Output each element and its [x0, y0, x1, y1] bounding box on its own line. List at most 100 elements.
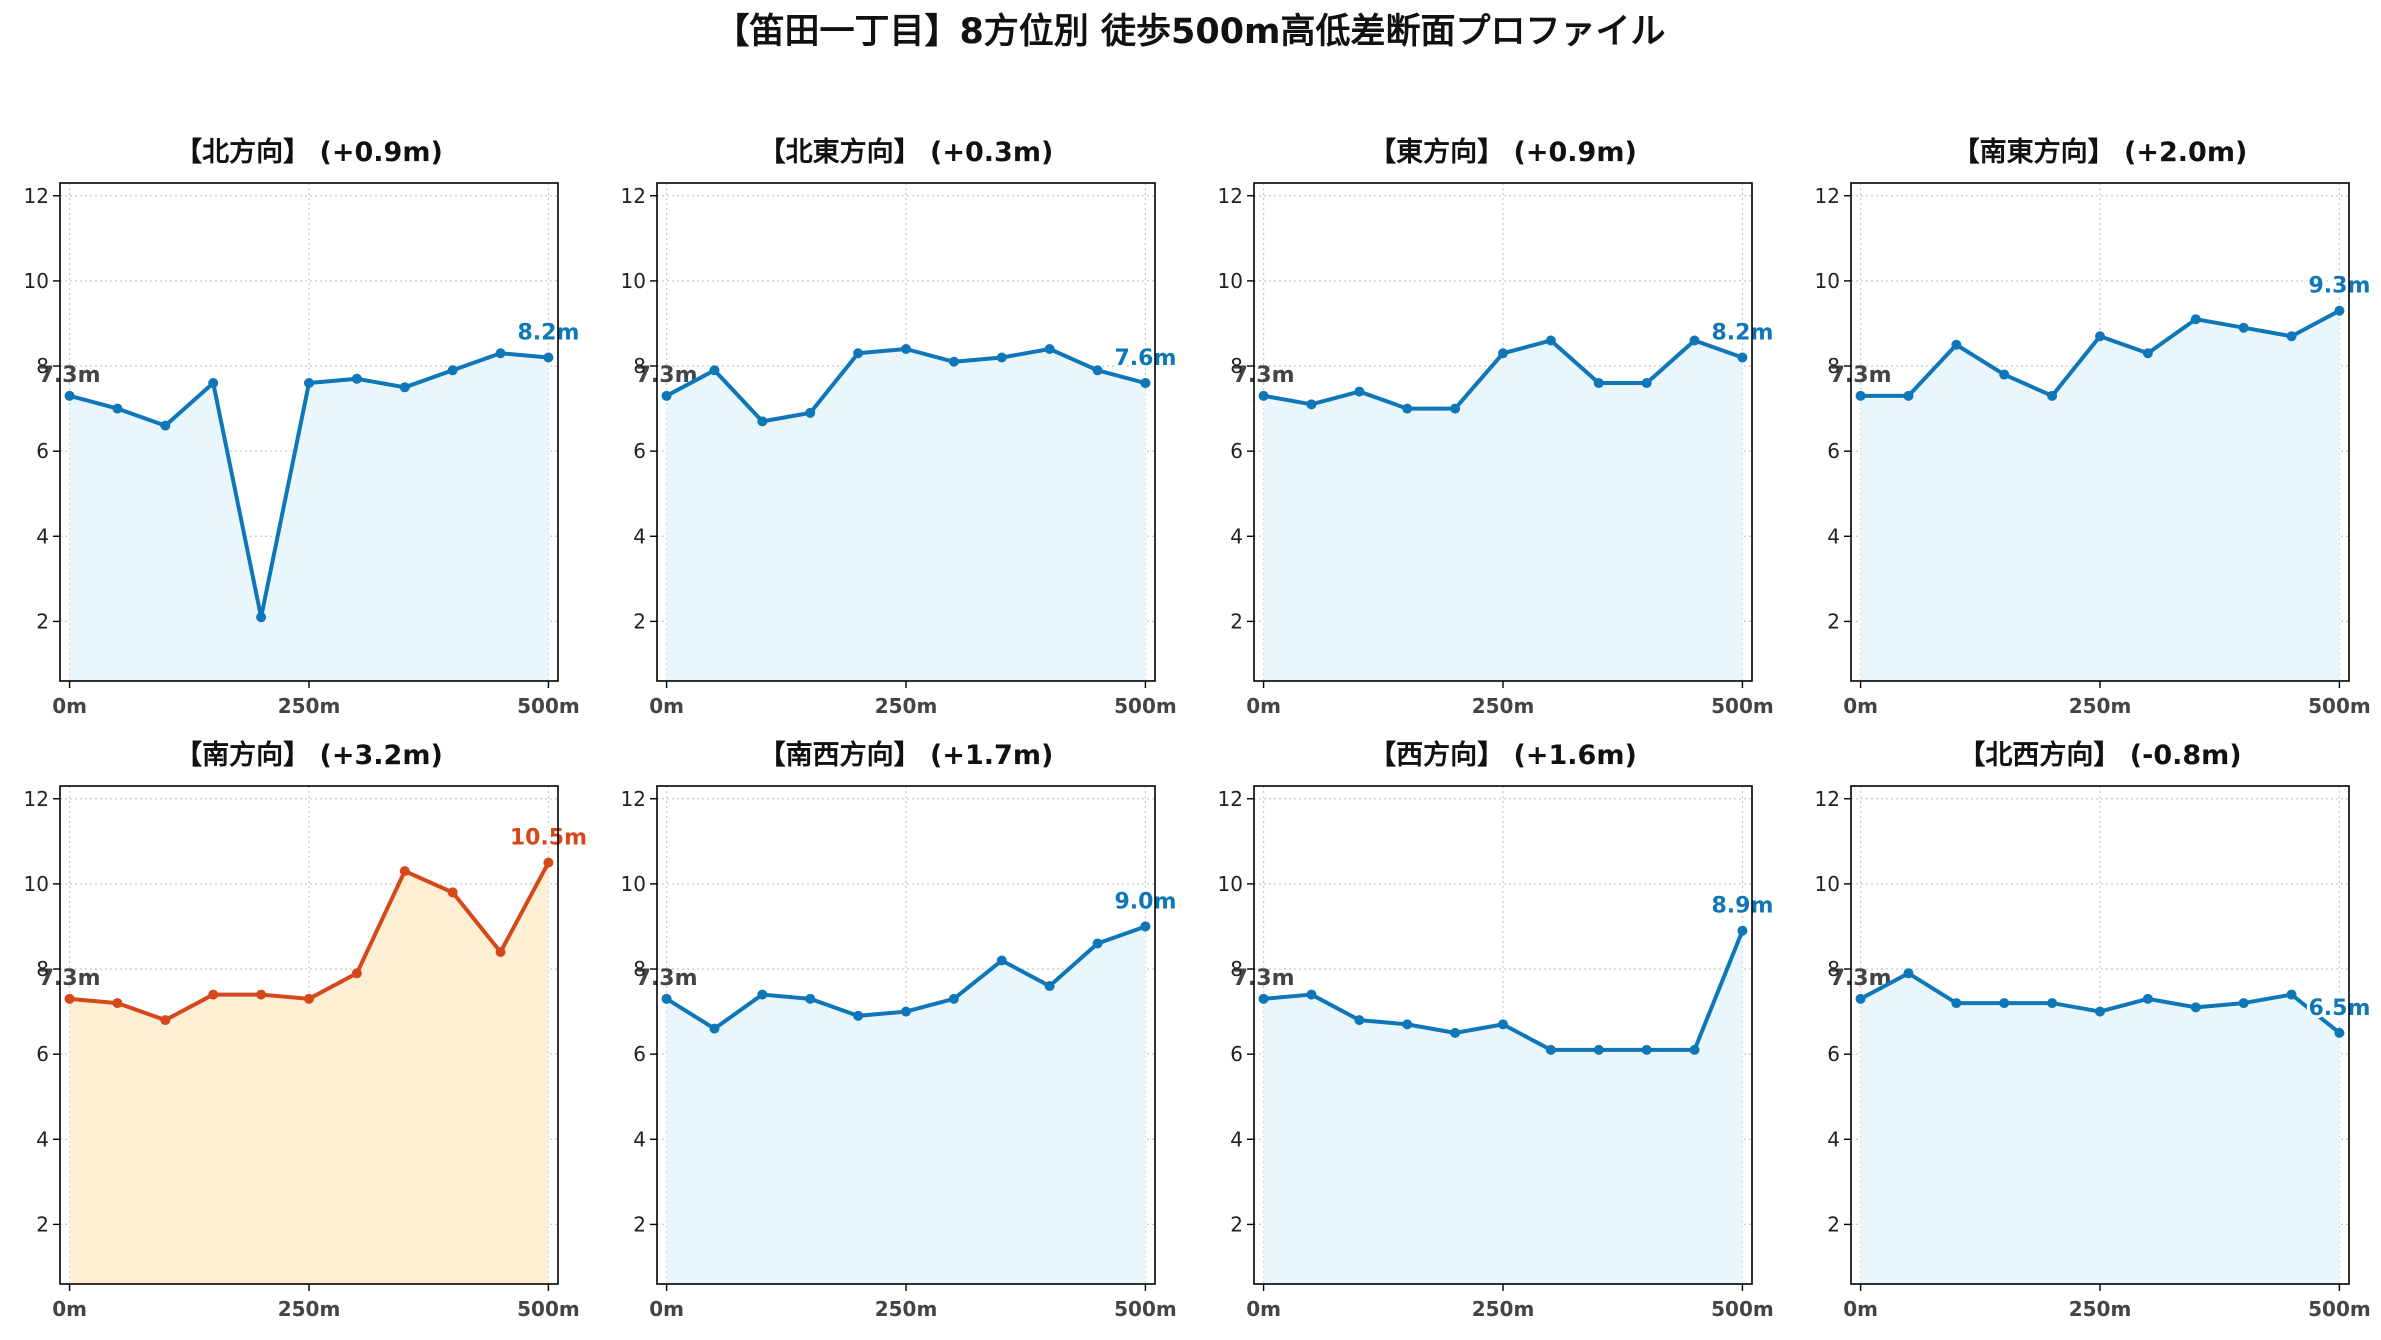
- x-tick-label: 500m: [2308, 694, 2371, 718]
- panel-title: 【北方向】 (+0.9m): [175, 136, 443, 168]
- start-elevation-label: 7.3m: [39, 966, 101, 991]
- y-tick-label: 2: [633, 1212, 646, 1236]
- data-point: [1402, 403, 1413, 414]
- data-point: [1855, 993, 1866, 1004]
- x-tick-label: 250m: [1472, 694, 1535, 718]
- x-tick-label: 500m: [1114, 1297, 1177, 1321]
- data-point: [948, 356, 959, 367]
- data-point: [661, 390, 672, 401]
- data-point: [1593, 378, 1604, 389]
- x-tick-label: 0m: [1246, 694, 1281, 718]
- data-point: [757, 989, 768, 1000]
- y-tick-label: 2: [633, 609, 646, 633]
- data-point: [495, 947, 506, 957]
- data-point: [1258, 993, 1269, 1004]
- y-tick-label: 10: [1218, 872, 1243, 896]
- figure-title: 【笛田一丁目】8方位別 徒歩500m高低差断面プロファイル: [714, 12, 1665, 52]
- profile-area: [69, 862, 549, 1284]
- x-tick-label: 250m: [2069, 1297, 2132, 1321]
- end-elevation-label: 9.3m: [2308, 274, 2370, 299]
- data-point: [64, 390, 75, 401]
- data-point: [2286, 331, 2297, 342]
- data-point: [208, 378, 219, 389]
- end-elevation-label: 6.5m: [2308, 996, 2370, 1021]
- data-point: [1306, 989, 1317, 1000]
- y-tick-label: 10: [1815, 269, 1840, 293]
- x-tick-label: 250m: [875, 1297, 938, 1321]
- profile-area: [1860, 310, 2340, 681]
- data-point: [351, 373, 362, 384]
- x-tick-label: 0m: [1843, 1297, 1878, 1321]
- x-tick-label: 0m: [52, 1297, 87, 1321]
- y-tick-label: 4: [36, 524, 49, 548]
- data-point: [2190, 314, 2201, 325]
- y-tick-label: 8: [1827, 957, 1840, 981]
- data-point: [1402, 1019, 1413, 1030]
- data-point: [2190, 1002, 2201, 1013]
- y-tick-label: 8: [633, 957, 646, 981]
- panel-title: 【南西方向】 (+1.7m): [759, 739, 1054, 771]
- y-tick-label: 10: [24, 872, 49, 896]
- data-point: [1689, 335, 1700, 346]
- start-elevation-label: 7.3m: [1830, 363, 1892, 388]
- profile-area: [1263, 930, 1743, 1284]
- data-point: [1306, 399, 1317, 410]
- start-elevation-label: 7.3m: [636, 966, 698, 991]
- data-point: [853, 348, 864, 359]
- x-tick-label: 250m: [1472, 1297, 1535, 1321]
- x-tick-label: 500m: [1114, 694, 1177, 718]
- data-point: [1140, 921, 1151, 932]
- y-tick-label: 2: [1827, 609, 1840, 633]
- data-point: [1641, 1044, 1652, 1055]
- y-tick-label: 10: [621, 269, 646, 293]
- x-tick-label: 500m: [1711, 694, 1774, 718]
- y-tick-label: 10: [1815, 872, 1840, 896]
- data-point: [256, 612, 267, 623]
- data-point: [2142, 993, 2153, 1004]
- y-tick-label: 6: [36, 1042, 49, 1066]
- data-point: [2286, 989, 2297, 1000]
- data-point: [1092, 365, 1103, 376]
- data-point: [853, 1010, 864, 1021]
- data-point: [2238, 322, 2249, 333]
- end-elevation-label: 8.2m: [1711, 321, 1773, 346]
- y-tick-label: 8: [1230, 354, 1243, 378]
- data-point: [399, 866, 410, 877]
- y-tick-label: 2: [1827, 1212, 1840, 1236]
- data-point: [1498, 1019, 1508, 1030]
- x-tick-label: 0m: [1843, 694, 1878, 718]
- data-point: [2334, 305, 2345, 316]
- data-point: [1951, 339, 1962, 350]
- y-tick-label: 8: [1230, 957, 1243, 981]
- y-tick-label: 10: [621, 872, 646, 896]
- data-point: [996, 955, 1007, 966]
- profile-area: [666, 349, 1146, 681]
- y-tick-label: 6: [1827, 1042, 1840, 1066]
- data-point: [160, 420, 171, 431]
- y-tick-label: 6: [1827, 439, 1840, 463]
- data-point: [1855, 390, 1866, 401]
- data-point: [1903, 968, 1914, 979]
- profile-area: [1860, 973, 2340, 1284]
- panel-title: 【北東方向】 (+0.3m): [759, 136, 1054, 168]
- y-tick-label: 2: [1230, 609, 1243, 633]
- profile-area: [666, 926, 1146, 1284]
- y-tick-label: 4: [1827, 1127, 1840, 1151]
- x-tick-label: 250m: [278, 1297, 341, 1321]
- data-point: [2095, 1006, 2105, 1017]
- data-point: [543, 857, 554, 868]
- profile-area: [69, 353, 549, 681]
- data-point: [1737, 352, 1748, 363]
- x-tick-label: 0m: [649, 694, 684, 718]
- data-point: [351, 968, 362, 979]
- x-tick-label: 500m: [1711, 1297, 1774, 1321]
- data-point: [757, 416, 768, 427]
- data-point: [1498, 348, 1508, 359]
- y-tick-label: 10: [1218, 269, 1243, 293]
- data-point: [447, 887, 458, 898]
- y-tick-label: 2: [36, 1212, 49, 1236]
